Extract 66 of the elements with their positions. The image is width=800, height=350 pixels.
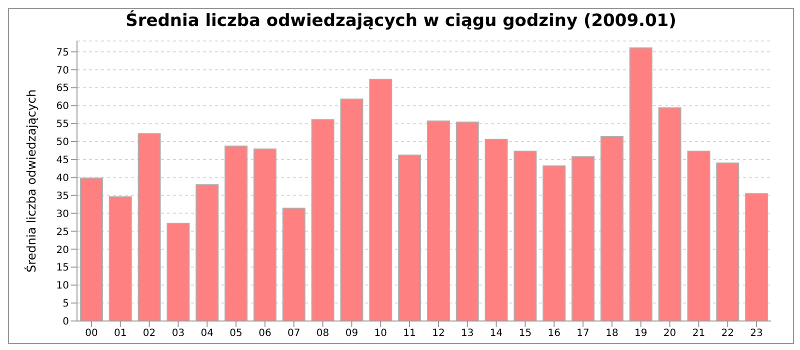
bar	[572, 156, 595, 321]
x-tick-label: 12	[432, 328, 445, 340]
x-tick-label: 19	[634, 328, 648, 340]
x-tick-label: 16	[548, 328, 560, 340]
x-tick-label: 07	[288, 328, 300, 340]
bar	[629, 47, 652, 321]
y-tick-label: 75	[56, 47, 69, 58]
y-tick-label: 15	[56, 262, 69, 274]
x-tick-label: 00	[85, 328, 98, 340]
y-tick-label: 25	[56, 226, 69, 238]
bar	[166, 222, 190, 321]
y-tick-label: 5	[62, 298, 69, 310]
x-tick-label: 04	[200, 328, 214, 340]
y-tick-label: 30	[56, 208, 69, 220]
x-tick-label: 05	[230, 328, 242, 340]
x-tick-label: 15	[518, 328, 532, 340]
bar	[687, 150, 710, 321]
y-tick-label: 10	[56, 280, 69, 292]
bar	[282, 208, 306, 321]
x-tick-label: 23	[750, 328, 763, 340]
bar	[426, 120, 450, 321]
bar	[340, 98, 364, 321]
x-tick-label: 03	[172, 328, 185, 340]
bar	[80, 178, 103, 321]
bar	[658, 107, 682, 321]
y-tick-label: 70	[56, 65, 69, 76]
x-tick-label: 18	[606, 328, 618, 340]
x-tick-label: 14	[490, 328, 503, 340]
x-tick-label: 22	[721, 328, 734, 340]
x-tick-label: 10	[374, 328, 387, 340]
x-tick-label: 02	[142, 328, 156, 340]
bar	[398, 154, 422, 321]
bar	[456, 122, 479, 321]
y-tick-label: 60	[56, 101, 69, 112]
y-tick-label: 55	[56, 119, 69, 130]
bar	[484, 138, 508, 321]
bar	[253, 148, 276, 321]
x-tick-label: 21	[692, 328, 706, 340]
y-tick-label: 50	[56, 137, 69, 148]
y-axis-title: Średnia liczba odwiedzających	[23, 89, 38, 273]
y-tick-label: 35	[56, 190, 69, 202]
x-tick-label: 09	[345, 328, 358, 340]
bar	[716, 162, 740, 321]
bar	[369, 78, 392, 321]
x-tick-label: 17	[576, 328, 590, 340]
bar	[600, 136, 624, 321]
bar	[745, 193, 768, 321]
bar	[542, 165, 566, 321]
x-tick-label: 13	[461, 328, 474, 340]
x-tick-label: 08	[316, 328, 330, 340]
bar	[224, 146, 248, 321]
x-tick-label: 06	[258, 328, 272, 340]
bar	[196, 184, 219, 321]
bar	[311, 119, 334, 321]
x-tick-label: 11	[403, 328, 416, 340]
y-tick-label: 65	[56, 83, 69, 94]
y-tick-label: 40	[56, 172, 69, 184]
y-tick-label: 0	[62, 316, 69, 328]
y-tick-label: 45	[56, 155, 69, 166]
bar	[514, 150, 537, 321]
x-tick-label: 20	[663, 328, 676, 340]
y-tick-label: 20	[56, 244, 69, 256]
x-tick-label: 01	[114, 328, 127, 340]
chart-title: Średnia liczba odwiedzających w ciągu godziny (2009.01)	[124, 9, 678, 33]
bar	[138, 133, 161, 321]
bar	[108, 196, 132, 321]
